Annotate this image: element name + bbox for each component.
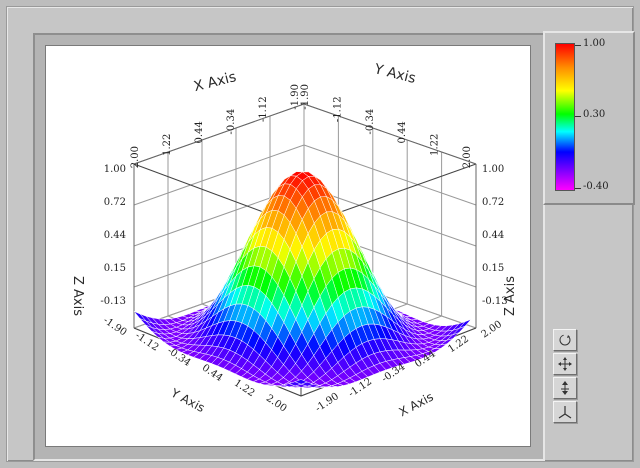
box-edge [133,103,305,165]
plot-area[interactable]: X Axis Y Axis Z Axis Z Axis Y Axis X Axis 2.00… [45,45,531,447]
colorbar-legend: 1.00 0.30 -0.40 [543,31,635,205]
z-tick-left: 0.72 [104,197,126,208]
y-axis-title-bottom: Y Axis [168,385,207,415]
grid-line [133,144,305,206]
zoom-icon [561,381,569,395]
graph-window: X Axis Y Axis Z Axis Z Axis Y Axis X Axis 2.00… [6,6,635,462]
pan-button[interactable] [553,353,577,375]
y-tick-top: -1.12 [332,96,343,122]
y-tick-top: 0.44 [397,121,408,143]
rotate-icon [559,334,571,346]
colorbar-ramp [555,43,575,191]
colorbar-label-min: -0.40 [583,181,609,192]
surface-patch [294,379,308,385]
rotate-button[interactable] [553,329,577,351]
x-axis-title-bottom: X Axis [397,390,436,420]
z-tick-right: -0.13 [482,296,508,307]
graph-toolbar [547,329,587,453]
z-tick-right: 0.44 [482,230,504,241]
x-tick-bottom: -1.90 [314,391,341,414]
zoom-button[interactable] [553,377,577,399]
z-tick-right: 0.15 [482,263,504,274]
reset-view-button[interactable] [553,401,577,423]
y-axis-title: Y Axis [372,61,418,87]
z-axis-title-left: Z Axis [70,276,85,316]
colorbar-label-mid: 0.30 [583,109,606,120]
colorbar-label-max: 1.00 [583,38,606,49]
x-tick-top: 1.22 [162,134,173,156]
colorbar-tick-mid [575,116,581,117]
y-tick-bottom: 2.00 [264,393,289,415]
x-tick-top: -0.34 [226,109,237,135]
z-tick-left: -0.13 [100,296,126,307]
plot-bezel: X Axis Y Axis Z Axis Z Axis Y Axis X Axis 2.00… [33,33,545,461]
box-edge [303,103,477,165]
x-tick-top: -1.90 [290,84,301,110]
y-tick-bottom: -1.90 [101,315,128,338]
surface-mesh [133,171,472,389]
y-tick-top: -1.90 [300,84,311,110]
y-tick-top: -0.34 [365,109,376,135]
z-tick-left: 0.44 [104,230,126,241]
z-axis-title-right: Z Axis [503,276,518,316]
x-axis-title: X Axis [192,69,238,95]
z-tick-right: 1.00 [482,164,504,175]
x-tick-top: 2.00 [130,146,141,168]
pan-icon [558,357,572,371]
colorbar-tick-max [575,45,581,46]
x-tick-top: 0.44 [194,121,205,143]
z-tick-left: 0.15 [104,263,126,274]
colorbar-tick-min [575,188,581,189]
y-tick-top: 1.22 [430,134,441,156]
3d-surface-plot[interactable]: X Axis Y Axis Z Axis Z Axis Y Axis X Axis 2.00… [46,46,530,446]
axes-icon [558,406,572,419]
x-tick-top: -1.12 [258,96,269,122]
y-tick-top: 2.00 [462,146,473,168]
z-tick-left: 1.00 [104,164,126,175]
z-tick-right: 0.72 [482,197,504,208]
x-tick-bottom: 2.00 [480,319,505,341]
grid-line [303,144,477,206]
